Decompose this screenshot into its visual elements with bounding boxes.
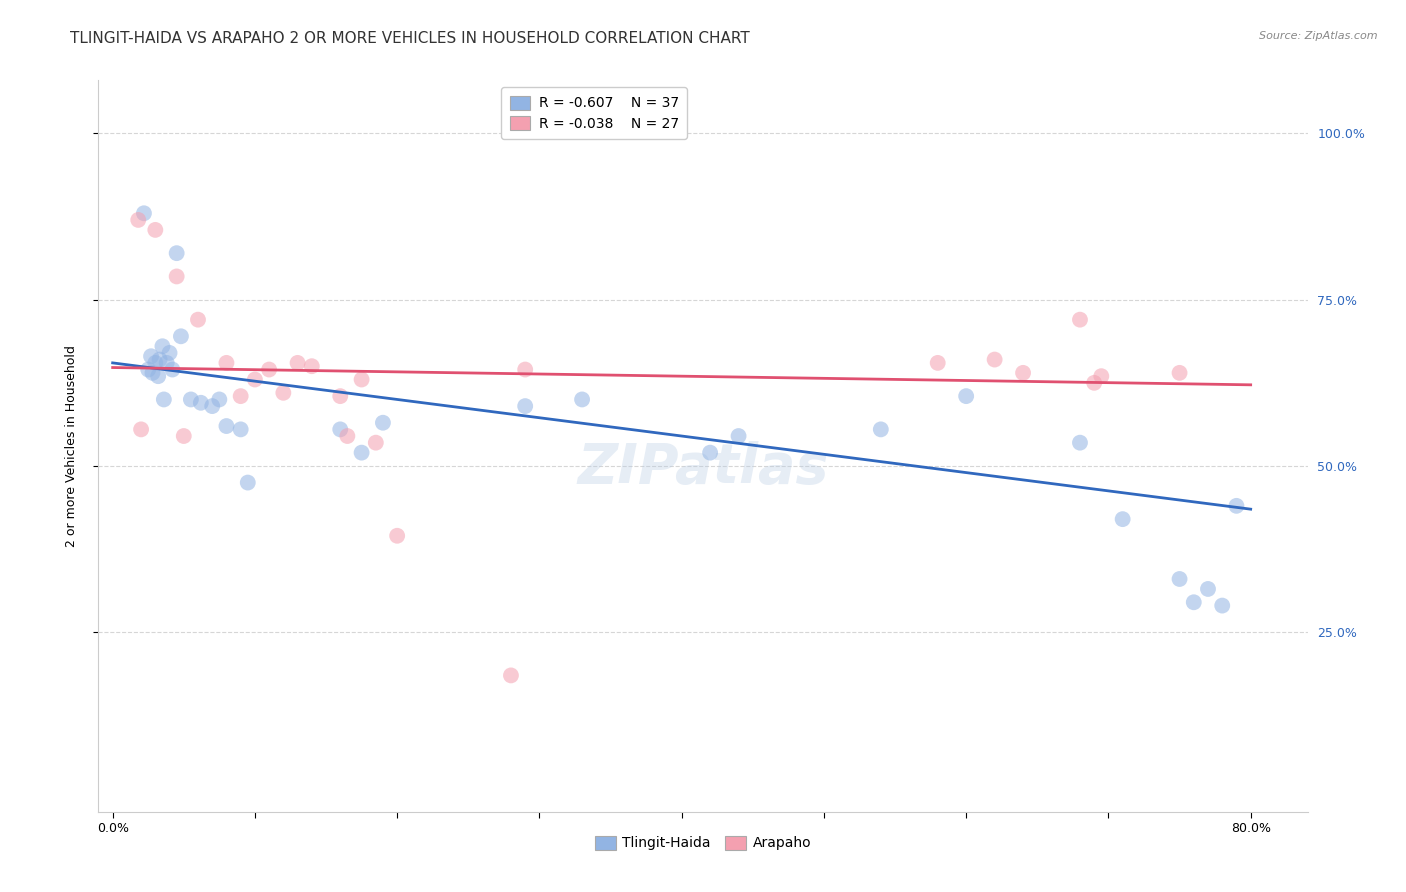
Text: TLINGIT-HAIDA VS ARAPAHO 2 OR MORE VEHICLES IN HOUSEHOLD CORRELATION CHART: TLINGIT-HAIDA VS ARAPAHO 2 OR MORE VEHIC… bbox=[70, 31, 749, 46]
Point bbox=[499, 668, 522, 682]
Point bbox=[1182, 595, 1205, 609]
Point bbox=[139, 349, 162, 363]
Point bbox=[571, 392, 593, 407]
Point bbox=[156, 356, 179, 370]
Point bbox=[287, 356, 309, 370]
Point bbox=[336, 429, 359, 443]
Y-axis label: 2 or more Vehicles in Household: 2 or more Vehicles in Household bbox=[65, 345, 77, 547]
Point bbox=[243, 372, 266, 386]
Point bbox=[236, 475, 259, 490]
Point bbox=[1069, 312, 1091, 326]
Point bbox=[350, 372, 373, 386]
Point bbox=[727, 429, 749, 443]
Point bbox=[364, 435, 387, 450]
Point bbox=[141, 366, 163, 380]
Point bbox=[190, 396, 212, 410]
Point bbox=[229, 422, 252, 436]
Point bbox=[201, 399, 224, 413]
Point bbox=[173, 429, 195, 443]
Point bbox=[699, 445, 721, 459]
Point bbox=[385, 529, 408, 543]
Point bbox=[170, 329, 193, 343]
Point bbox=[187, 312, 209, 326]
Point bbox=[208, 392, 231, 407]
Text: ZIPatlas: ZIPatlas bbox=[578, 441, 828, 495]
Point bbox=[515, 399, 537, 413]
Point bbox=[215, 356, 238, 370]
Point bbox=[1225, 499, 1247, 513]
Legend: Tlingit-Haida, Arapaho: Tlingit-Haida, Arapaho bbox=[589, 830, 817, 856]
Point bbox=[143, 223, 166, 237]
Point bbox=[159, 346, 181, 360]
Point bbox=[166, 269, 188, 284]
Point bbox=[1083, 376, 1105, 390]
Point bbox=[1111, 512, 1133, 526]
Point bbox=[927, 356, 949, 370]
Point bbox=[153, 392, 176, 407]
Point bbox=[1090, 369, 1112, 384]
Point bbox=[146, 369, 169, 384]
Point bbox=[350, 445, 373, 459]
Point bbox=[162, 362, 184, 376]
Point bbox=[127, 213, 149, 227]
Point bbox=[257, 362, 280, 376]
Point bbox=[1168, 366, 1191, 380]
Point bbox=[301, 359, 323, 374]
Point bbox=[1069, 435, 1091, 450]
Point bbox=[152, 339, 174, 353]
Point bbox=[229, 389, 252, 403]
Point bbox=[1197, 582, 1219, 596]
Point bbox=[143, 356, 166, 370]
Point bbox=[869, 422, 891, 436]
Point bbox=[371, 416, 394, 430]
Point bbox=[149, 352, 172, 367]
Point bbox=[180, 392, 202, 407]
Point bbox=[1211, 599, 1233, 613]
Point bbox=[129, 422, 152, 436]
Point bbox=[273, 385, 295, 400]
Point bbox=[329, 422, 352, 436]
Point bbox=[132, 206, 155, 220]
Text: Source: ZipAtlas.com: Source: ZipAtlas.com bbox=[1260, 31, 1378, 41]
Point bbox=[955, 389, 977, 403]
Point bbox=[1168, 572, 1191, 586]
Point bbox=[215, 419, 238, 434]
Point bbox=[136, 362, 159, 376]
Point bbox=[329, 389, 352, 403]
Point bbox=[166, 246, 188, 260]
Point bbox=[515, 362, 537, 376]
Point bbox=[1012, 366, 1035, 380]
Point bbox=[983, 352, 1005, 367]
